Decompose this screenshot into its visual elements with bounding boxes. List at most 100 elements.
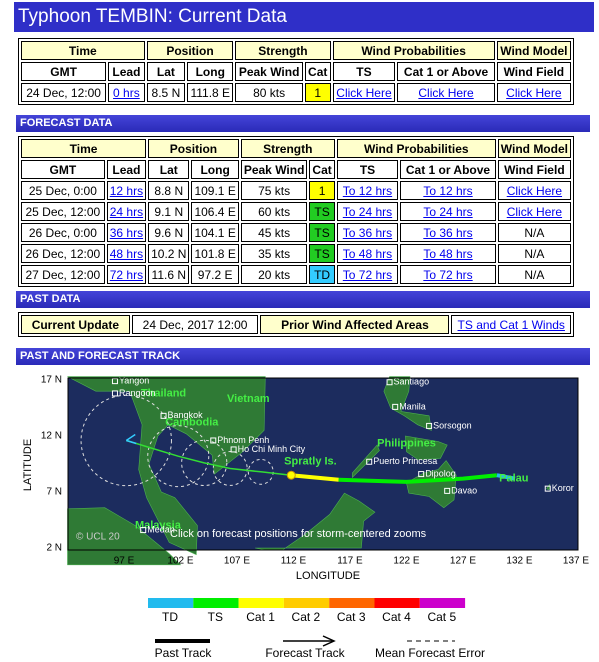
forecast-error: [247, 458, 274, 485]
link[interactable]: 24 hrs: [109, 204, 144, 219]
table-cell: 75 kts: [240, 181, 308, 200]
table-cell: TD: [309, 265, 335, 284]
city-marker: [230, 446, 237, 453]
city-marker: [386, 379, 393, 386]
link[interactable]: To 36 hrs: [423, 225, 473, 240]
table-cell: 26 Dec, 12:00: [21, 244, 105, 263]
link[interactable]: To 12 hrs: [423, 183, 473, 198]
legend-line-label: Past Track: [155, 646, 213, 660]
table-cell: 11.6 N: [148, 265, 190, 284]
table-cell: 12 hrs: [106, 181, 147, 200]
link[interactable]: To 72 hrs: [342, 267, 393, 282]
link[interactable]: To 36 hrs: [342, 225, 393, 240]
table-cell: To 36 hrs: [336, 223, 399, 242]
city-marker: [418, 471, 425, 478]
table-cell: 97.2 E: [191, 265, 239, 284]
legend-swatch: [283, 598, 330, 608]
group-header-row: Time Position Strength Wind Probabilities Wi…: [21, 139, 571, 158]
table-cell: 8.8 N: [148, 181, 190, 200]
group-header-row: Time Position Strength Wind Probabilities Wi…: [21, 41, 571, 60]
legend-label: Cat 1: [246, 610, 275, 624]
y-tick-label: 2 N: [46, 543, 62, 554]
table-cell: Peak Wind: [235, 62, 303, 81]
table-cell: TS: [336, 160, 399, 179]
table-cell: 72 hrs: [106, 265, 147, 284]
table-cell: Lead: [108, 62, 145, 81]
past-track: [338, 473, 498, 484]
land: [351, 444, 380, 479]
city-label: Phnom Penh: [217, 435, 269, 445]
city-label: Dipolog: [425, 468, 456, 478]
table-cell: Position: [148, 139, 239, 158]
link[interactable]: 0 hrs: [113, 85, 140, 100]
city-marker: [392, 403, 399, 410]
link[interactable]: To 12 hrs: [342, 183, 393, 198]
map-note: Click on forecast positions for storm-ce…: [170, 528, 427, 540]
table-cell: 1: [304, 83, 331, 102]
table-cell: GMT: [21, 62, 107, 81]
legend-swatch: [148, 598, 194, 608]
land: [406, 460, 457, 509]
link[interactable]: To 48 hrs: [423, 246, 473, 261]
table-cell: 24 Dec, 2017 12:00: [131, 315, 259, 334]
table-cell: To 48 hrs: [400, 244, 496, 263]
city-label: Davao: [451, 485, 477, 495]
table-cell: 9.1 N: [148, 202, 190, 221]
table-cell: 106.4 E: [191, 202, 239, 221]
legend-swatch: [193, 598, 239, 608]
link[interactable]: To 24 hrs: [342, 204, 393, 219]
table-cell: TS: [309, 202, 335, 221]
country-label: Philippines: [377, 438, 436, 450]
link[interactable]: 36 hrs: [109, 225, 144, 240]
legend-label: Cat 2: [292, 610, 321, 624]
city-label: Rangoon: [119, 388, 156, 398]
forecast-error: [181, 439, 228, 486]
link[interactable]: To 48 hrs: [342, 246, 393, 261]
link[interactable]: Click Here: [506, 183, 563, 198]
map-frame: [67, 377, 579, 551]
link[interactable]: 48 hrs: [109, 246, 144, 261]
table-cell: 8.5 N: [146, 83, 186, 102]
table-cell: 60 kts: [240, 202, 308, 221]
link[interactable]: 72 hrs: [109, 267, 144, 282]
page-title: Typhoon TEMBIN: Current Data: [14, 2, 594, 32]
link[interactable]: Click Here: [506, 85, 562, 100]
link[interactable]: To 72 hrs: [423, 267, 473, 282]
data-table: Time Position Strength Wind Probabilities Wi…: [18, 136, 574, 287]
data-row: 26 Dec, 12:00 48 hrs 10.2 N 101.8 E 35 kts TS…: [21, 244, 571, 263]
table-cell: Click Here: [497, 181, 571, 200]
table-cell: To 72 hrs: [336, 265, 399, 284]
link[interactable]: To 24 hrs: [423, 204, 473, 219]
table-cell: 36 hrs: [106, 223, 147, 242]
table-cell: 24 Dec, 12:00: [21, 83, 107, 102]
table-cell: Wind Field: [497, 160, 571, 179]
table-cell: TS and Cat 1 Winds: [451, 315, 571, 334]
city-label: Ho Chi Minh City: [238, 444, 306, 454]
data-row: 25 Dec, 0:00 12 hrs 8.8 N 109.1 E 75 kts 1 To …: [21, 181, 571, 200]
link[interactable]: Click Here: [336, 85, 392, 100]
city-label: Medan: [147, 524, 175, 534]
land: [67, 376, 266, 556]
link[interactable]: 12 hrs: [109, 183, 144, 198]
link[interactable]: TS and Cat 1 Winds: [457, 317, 565, 332]
y-axis-label: LATITUDE: [22, 439, 34, 491]
city-label: Sorsogon: [433, 420, 472, 430]
country-label: Spratly Is.: [284, 456, 337, 468]
section-title: FORECAST DATA: [16, 115, 590, 132]
city-marker: [544, 485, 551, 492]
table-cell: Wind Probabilities: [336, 139, 496, 158]
table-cell: Position: [146, 41, 234, 60]
city-marker: [111, 378, 118, 385]
link[interactable]: Click Here: [418, 85, 474, 100]
legend-arrow: [322, 635, 336, 647]
forecast-arrow: [125, 433, 137, 445]
table-cell: GMT: [21, 160, 105, 179]
table-cell: TS: [309, 223, 335, 242]
table-cell: 27 Dec, 12:00: [21, 265, 105, 284]
legend-swatch: [419, 598, 466, 608]
table-cell: Time: [21, 139, 147, 158]
legend-label: Cat 4: [382, 610, 411, 624]
link[interactable]: Click Here: [506, 204, 563, 219]
country-label: Palau: [499, 472, 528, 484]
